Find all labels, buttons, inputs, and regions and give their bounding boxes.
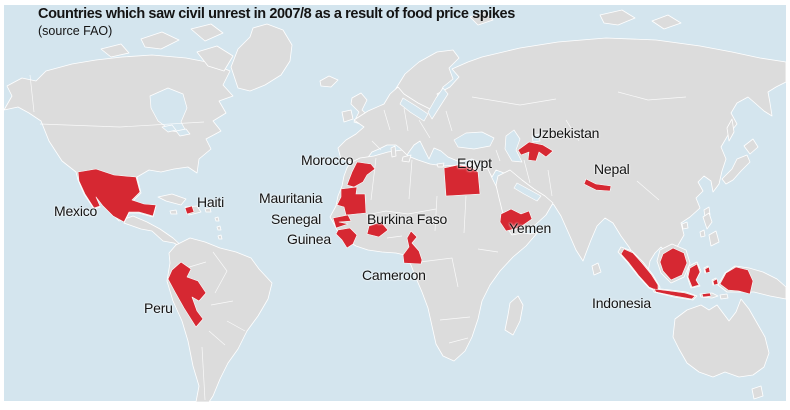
great-lakes: [161, 124, 191, 137]
landmass-tasmania: [751, 385, 764, 400]
persian-gulf: [513, 182, 542, 202]
country-label-uzbekistan: Uzbekistan: [532, 125, 600, 141]
indonesia-small-islands: [701, 266, 719, 298]
caspian-sea: [504, 129, 523, 163]
country-shape-egypt: [443, 164, 481, 197]
baltic-sea: [399, 87, 449, 122]
country-shape-peru: [167, 261, 207, 328]
country-shape-guinea: [335, 227, 358, 249]
map-title: Countries which saw civil unrest in 2007…: [38, 6, 515, 22]
country-label-egypt: Egypt: [457, 155, 492, 171]
mediterranean-islands: [390, 145, 477, 168]
country-shape-yemen: [499, 208, 533, 232]
highlighted-countries: [77, 141, 754, 328]
black-sea: [453, 131, 495, 150]
caribbean-islands: [157, 193, 223, 240]
country-shape-haiti: [184, 205, 195, 215]
country-label-cameroon: Cameroon: [362, 267, 426, 283]
indonesia-sulawesi: [687, 263, 701, 288]
hudson-bay: [149, 87, 188, 134]
country-label-burkina-faso: Burkina Faso: [367, 211, 448, 227]
country-label-mauritania: Mauritania: [259, 190, 323, 206]
landmass-greenland: [230, 23, 293, 92]
aral-sea: [531, 133, 541, 143]
landmass-japan: [721, 138, 759, 185]
country-shape-nepal: [583, 178, 612, 192]
country-label-indonesia: Indonesia: [592, 295, 651, 311]
country-shape-indonesia: [620, 247, 754, 300]
country-label-guinea: Guinea: [287, 231, 331, 247]
landmass-iceland: [319, 75, 339, 88]
country-label-morocco: Morocco: [301, 152, 354, 168]
country-shape-morocco: [346, 161, 376, 188]
map-source: (source FAO): [38, 24, 113, 38]
landmass-eurasia: [337, 37, 787, 283]
indonesia-papua: [719, 266, 754, 295]
inland-waters: [149, 87, 542, 202]
arctic-islands: [100, 9, 682, 72]
country-label-peru: Peru: [144, 300, 173, 316]
country-borders: [29, 74, 687, 401]
country-shape-burkina-faso: [366, 221, 389, 238]
country-label-haiti: Haiti: [197, 194, 225, 210]
country-label-nepal: Nepal: [594, 161, 630, 177]
country-shape-mexico: [77, 168, 157, 223]
country-label-yemen: Yemen: [509, 220, 552, 236]
landmass-sri-lanka: [591, 262, 602, 276]
landmass-australia: [672, 298, 770, 378]
country-shape-cameroon: [402, 230, 423, 265]
country-shape-mauritania: [336, 186, 367, 216]
indonesia-java: [653, 288, 696, 300]
indonesia-kalimantan: [659, 247, 688, 281]
country-label-senegal: Senegal: [271, 211, 321, 227]
landmass-madagascar: [504, 295, 524, 336]
country-shape-uzbekistan: [517, 141, 554, 162]
landmass-sakhalin: [726, 118, 735, 142]
country-label-mexico: Mexico: [54, 203, 98, 219]
landmass-philippines: [699, 212, 720, 247]
country-shape-senegal: [332, 214, 352, 229]
